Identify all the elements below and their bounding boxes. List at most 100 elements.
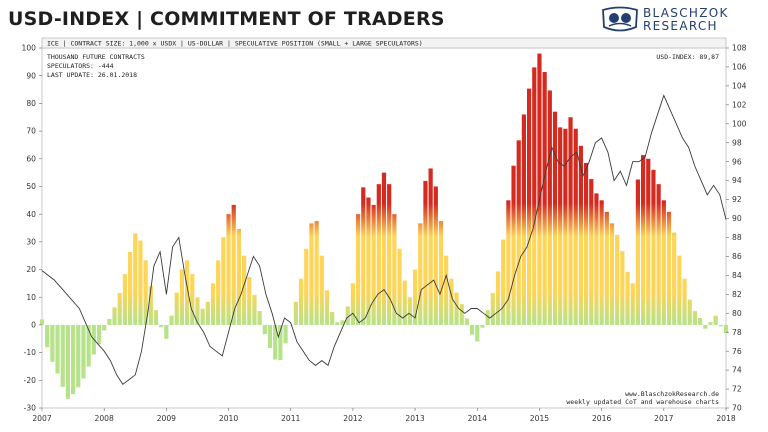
speculator-bar [433,186,438,325]
speculator-bar [39,319,45,325]
speculator-bar [86,324,91,367]
speculator-bar [45,324,50,348]
speculator-bar [464,318,470,325]
speculator-bar [195,297,200,325]
speculator-bar [558,127,563,325]
speculator-bar [236,228,242,325]
speculator-bar [449,278,454,325]
speculator-bar [210,283,216,325]
speculator-bar [438,221,444,325]
footer-line-2: weekly updated CoT and warehouse charts [566,398,719,406]
speculator-bar [262,324,267,335]
x-tick-label: 2007 [32,414,51,423]
speculator-bar [640,155,646,325]
speculator-bar [480,324,485,328]
speculator-bar [547,90,552,325]
right-tick-label: 108 [732,44,747,53]
chart-title: USD-INDEX | COMMITMENT OF TRADERS [8,8,445,30]
speculator-bar [635,179,641,325]
left-tick-label: 30 [26,237,36,246]
left-tick-label: -20 [24,376,37,385]
speculator-bar [604,211,609,325]
speculator-bar [620,251,625,325]
speculator-bar [298,278,304,325]
left-tick-label: -30 [24,404,37,413]
right-tick-label: 86 [732,252,742,261]
speculator-bar [221,237,226,325]
speculator-bar [666,211,672,325]
speculator-bar [651,169,656,325]
speculator-bar [428,168,433,325]
speculator-bar [267,324,273,348]
x-tick-label: 2012 [343,414,362,423]
speculator-bar [169,315,174,325]
info-line-1: THOUSAND FUTURE CONTRACTS [47,53,145,61]
usd-index-line [41,94,727,385]
speculator-bar [340,320,345,325]
speculator-bar [407,297,413,325]
speculator-bar [355,214,361,325]
speculator-bar [490,293,495,325]
speculator-bar [96,324,102,345]
usd-index-label: USD-INDEX: 89,87 [656,53,719,61]
speculator-bar [723,324,729,334]
speculator-bar [568,117,573,325]
speculator-bar [469,324,475,335]
speculator-bar [55,324,60,374]
speculator-bar [542,72,547,325]
speculator-bar [133,233,138,325]
speculator-bar [594,193,599,325]
speculator-bar [402,280,407,325]
speculator-bar [661,200,666,325]
speculator-bar [485,310,490,325]
speculator-bar [50,324,55,362]
speculator-bar [532,67,537,325]
x-axis: 2007 2008 2009 2010 2011 2012 2013 2014 2015 2016… [32,408,736,423]
x-tick-label: 2017 [654,414,673,423]
x-tick-label: 2009 [157,414,176,423]
info-line-3: LAST UPDATE: 26.01.2018 [47,71,137,79]
right-tick-label: 94 [732,176,742,185]
speculator-bar [304,248,309,325]
speculator-bar [200,308,205,325]
speculator-bar [102,324,107,331]
speculator-bar [521,114,527,325]
x-tick-label: 2011 [281,414,300,423]
speculator-bar [205,301,210,325]
speculator-bar [423,180,428,325]
left-tick-label: -10 [24,348,37,357]
speculator-bar [501,239,506,325]
right-tick-label: 72 [732,385,742,394]
x-tick-label: 2018 [716,414,735,423]
speculator-bar [563,128,568,325]
speculator-bar [454,292,459,325]
speculator-bar [184,260,190,325]
speculator-bar [718,324,723,327]
speculator-bar [708,322,713,325]
speculator-bar [143,260,148,325]
left-tick-label: 40 [26,210,36,219]
speculator-bar [646,158,651,325]
speculator-bar [361,187,366,325]
speculator-bar [376,184,381,325]
speculator-bar [511,165,516,325]
speculator-bar [573,128,578,325]
speculator-bar [615,234,620,325]
right-tick-label: 88 [732,233,742,242]
speculator-bar [70,324,76,395]
speculator-bar [656,184,661,325]
x-tick-label: 2008 [95,414,114,423]
speculator-bar [677,255,682,325]
speculator-bar [599,200,604,325]
speculator-bar [257,311,262,325]
speculator-bar [526,88,532,325]
speculator-bar [630,283,635,325]
left-tick-label: 0 [31,321,36,330]
left-tick-label: 70 [26,127,36,136]
speculator-bar [247,276,252,325]
right-tick-label: 104 [732,81,747,90]
speculator-bar [231,204,236,325]
speculator-bar [697,318,703,325]
logo-emblem-icon [602,6,638,32]
